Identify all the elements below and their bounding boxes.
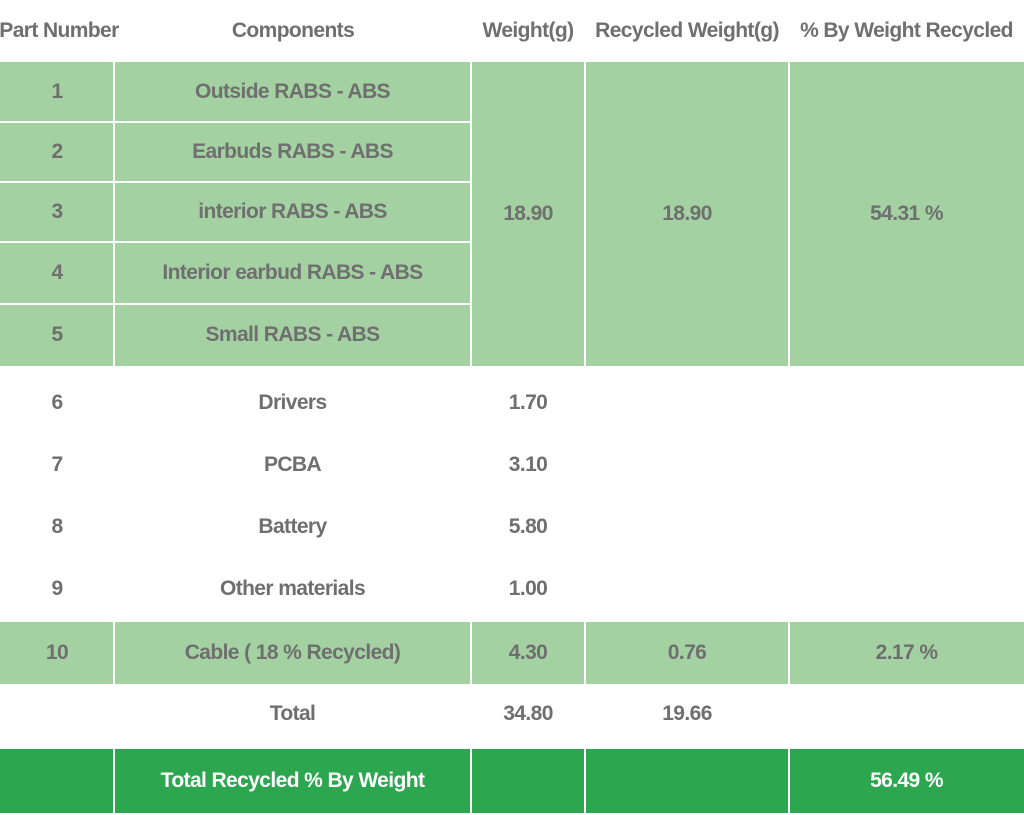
grid-line bbox=[470, 62, 472, 366]
table-row-9-part: 9 bbox=[51, 577, 63, 600]
table-row-3-component: interior RABS - ABS bbox=[114, 182, 471, 242]
table-row-6-weight: 1.70 bbox=[508, 391, 548, 414]
table-row-9-component: Other materials bbox=[219, 577, 366, 600]
total-weight: 34.80 bbox=[503, 702, 553, 725]
grid-line bbox=[0, 303, 471, 305]
table-row-1-component: Outside RABS - ABS bbox=[114, 62, 471, 122]
grid-line bbox=[0, 121, 471, 123]
grid-line bbox=[584, 749, 586, 813]
table-row-4-part: 4 bbox=[0, 242, 114, 304]
grid-line bbox=[113, 62, 115, 366]
grid-line bbox=[788, 749, 790, 813]
grid-line bbox=[584, 622, 586, 684]
table-row-10-weight: 4.30 bbox=[471, 622, 585, 684]
rabs-weight-merged: 18.90 bbox=[471, 62, 585, 366]
summary-pct: 56.49 % bbox=[789, 749, 1024, 813]
table-row-1-part: 1 bbox=[0, 62, 114, 122]
rabs-pct-merged: 54.31 % bbox=[789, 62, 1024, 366]
grid-line bbox=[470, 749, 472, 813]
summary-blank-weight bbox=[471, 749, 585, 813]
grid-line bbox=[113, 749, 115, 813]
table-row-7-weight: 3.10 bbox=[508, 453, 548, 476]
table-row-9-weight: 1.00 bbox=[508, 577, 548, 600]
table-row-2-part: 2 bbox=[0, 122, 114, 182]
table-row-7-part: 7 bbox=[51, 453, 63, 476]
total-recycled: 19.66 bbox=[662, 702, 712, 725]
grid-line bbox=[788, 62, 790, 366]
summary-blank-recycled bbox=[585, 749, 789, 813]
table-row-8-part: 8 bbox=[51, 515, 63, 538]
header-components: Components bbox=[231, 19, 355, 42]
grid-line bbox=[113, 622, 115, 684]
header-part-number: Part Number bbox=[0, 19, 119, 42]
rabs-recycled-merged: 18.90 bbox=[585, 62, 789, 366]
table-row-10-recycled: 0.76 bbox=[585, 622, 789, 684]
header-weight: Weight(g) bbox=[482, 19, 574, 42]
table-row-4-component: Interior earbud RABS - ABS bbox=[114, 242, 471, 304]
table-row-5-component: Small RABS - ABS bbox=[114, 304, 471, 366]
table-row-6-part: 6 bbox=[51, 391, 63, 414]
grid-line bbox=[788, 622, 790, 684]
header-pct-recycled: % By Weight Recycled bbox=[800, 19, 1013, 42]
table-row-10-component: Cable ( 18 % Recycled) bbox=[114, 622, 471, 684]
table-row-6-component: Drivers bbox=[258, 391, 327, 414]
header-recycled-weight: Recycled Weight(g) bbox=[595, 19, 779, 42]
grid-line bbox=[0, 241, 471, 243]
table-row-7-component: PCBA bbox=[263, 453, 322, 476]
summary-blank-part bbox=[0, 749, 114, 813]
grid-line bbox=[0, 181, 471, 183]
total-label: Total bbox=[269, 702, 316, 725]
table-row-10-part: 10 bbox=[0, 622, 114, 684]
table-row-2-component: Earbuds RABS - ABS bbox=[114, 122, 471, 182]
grid-line bbox=[584, 62, 586, 366]
table-row-10-pct: 2.17 % bbox=[789, 622, 1024, 684]
table-row-5-part: 5 bbox=[0, 304, 114, 366]
table-row-8-component: Battery bbox=[258, 515, 327, 538]
summary-label: Total Recycled % By Weight bbox=[114, 749, 471, 813]
table-row-3-part: 3 bbox=[0, 182, 114, 242]
table-row-8-weight: 5.80 bbox=[508, 515, 548, 538]
grid-line bbox=[470, 622, 472, 684]
